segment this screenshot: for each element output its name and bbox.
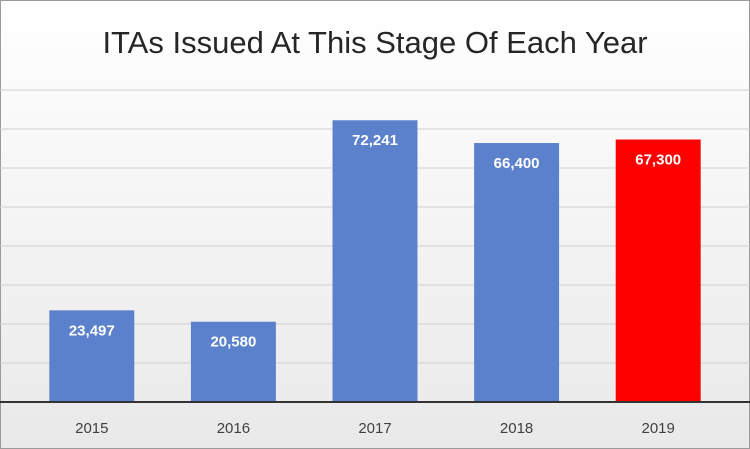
- bar: [615, 139, 701, 402]
- bar: [49, 310, 135, 402]
- data-label: 20,580: [210, 334, 256, 351]
- x-tick-label: 2019: [642, 420, 675, 437]
- x-tick-label: 2016: [217, 420, 250, 437]
- data-label: 72,241: [352, 132, 398, 149]
- chart-title: ITAs Issued At This Stage Of Each Year: [102, 25, 647, 60]
- bar: [474, 143, 560, 403]
- x-tick-label: 2017: [358, 420, 391, 437]
- x-tick-label: 2018: [500, 420, 533, 437]
- data-label: 67,300: [635, 151, 681, 168]
- bar: [332, 120, 418, 402]
- x-tick-label: 2015: [75, 420, 108, 437]
- bar: [190, 321, 276, 402]
- data-label: 23,497: [69, 322, 115, 339]
- data-label: 66,400: [494, 155, 540, 172]
